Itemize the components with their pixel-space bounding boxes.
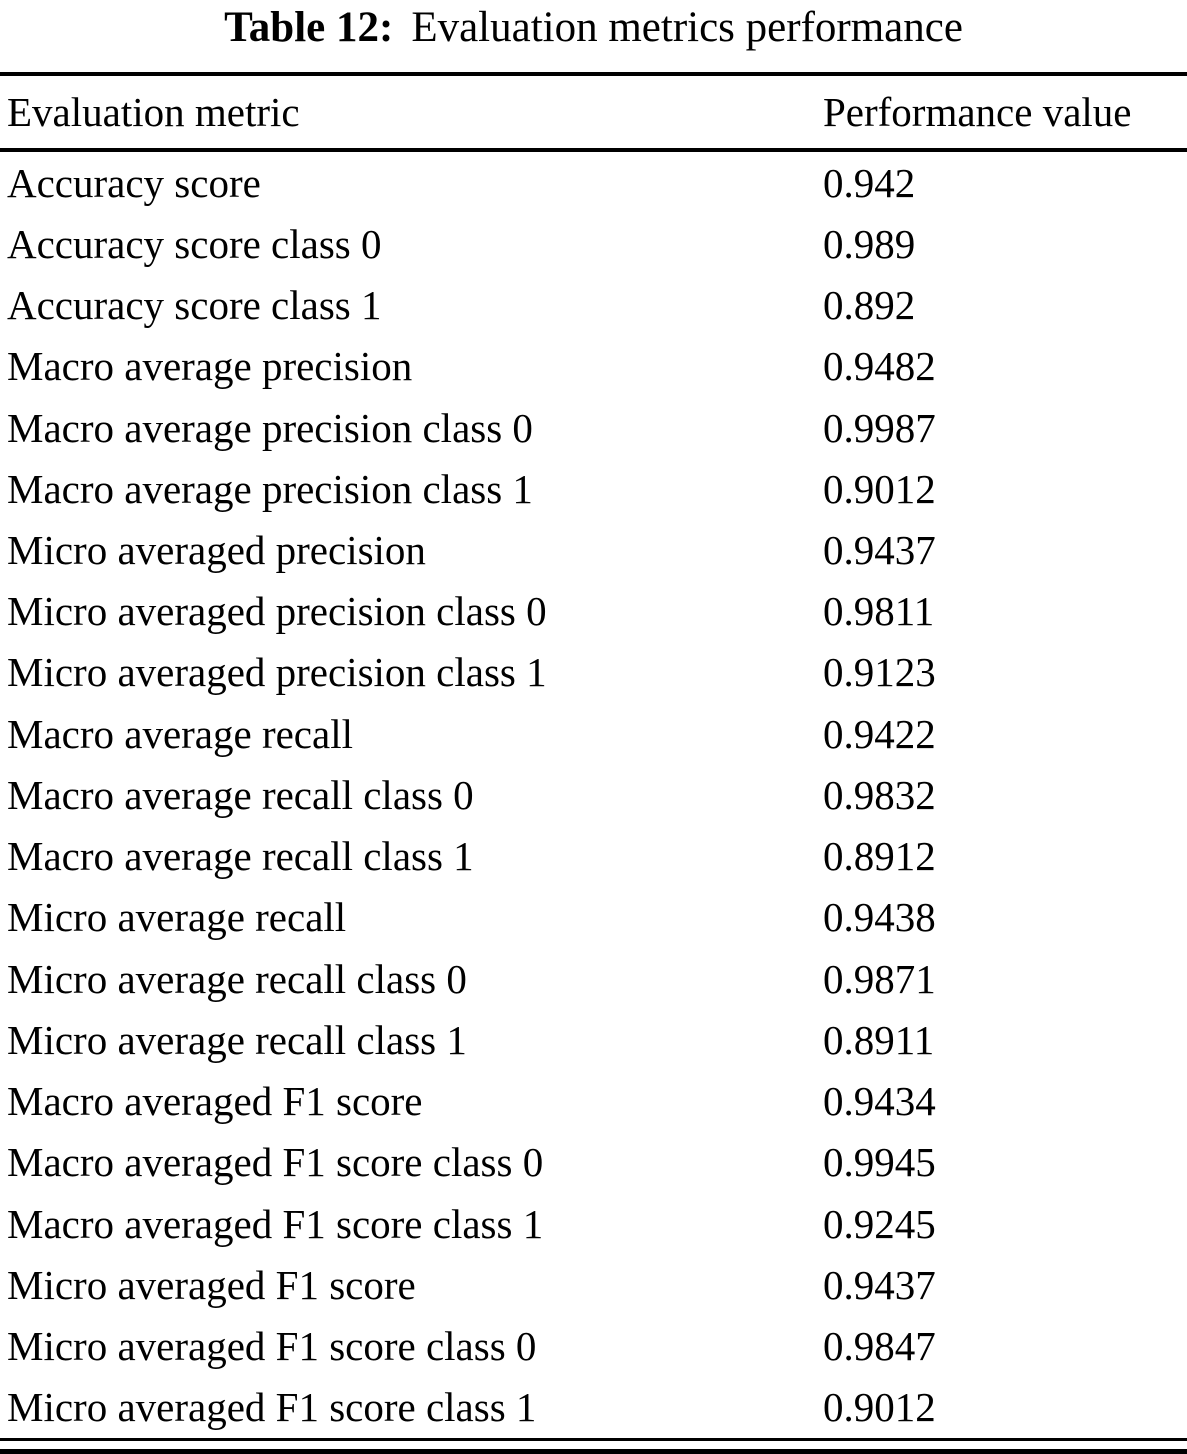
table-row: Accuracy score class 0 0.989: [0, 213, 1187, 274]
table-top-rule: [0, 72, 1187, 76]
table-header-rule: [0, 148, 1187, 152]
metric-name-cell: Macro average precision: [7, 343, 413, 390]
metric-value-cell: 0.9437: [823, 1261, 936, 1308]
metric-name-cell: Micro averaged precision class 1: [7, 649, 547, 696]
table-row: Micro averaged F1 score class 1 0.9012: [0, 1377, 1187, 1438]
table-body: Accuracy score 0.942 Accuracy score clas…: [0, 152, 1187, 1438]
metric-name-cell: Macro averaged F1 score class 0: [7, 1139, 544, 1186]
table-bottom-rule-thick: [0, 1448, 1187, 1454]
metric-value-cell: 0.9987: [823, 404, 936, 451]
metric-name-cell: Macro averaged F1 score class 1: [7, 1200, 544, 1247]
table-row: Macro averaged F1 score class 0 0.9945: [0, 1132, 1187, 1193]
metric-name-cell: Micro average recall class 0: [7, 955, 467, 1002]
metric-value-cell: 0.9245: [823, 1200, 936, 1247]
metric-name-cell: Micro averaged precision: [7, 527, 426, 574]
metric-value-cell: 0.9871: [823, 955, 936, 1002]
table-row: Macro averaged F1 score class 1 0.9245: [0, 1193, 1187, 1254]
metric-name-cell: Macro averaged F1 score: [7, 1078, 423, 1125]
metric-value-cell: 0.9012: [823, 465, 936, 512]
metric-name-cell: Macro average recall class 1: [7, 833, 474, 880]
table-bottom-rule-gap: [0, 1440, 1187, 1449]
metric-name-cell: Micro averaged F1 score class 1: [7, 1384, 537, 1431]
metric-value-cell: 0.8911: [823, 1016, 935, 1063]
metric-name-cell: Accuracy score class 0: [7, 220, 382, 267]
table-row: Micro averaged precision class 0 0.9811: [0, 581, 1187, 642]
table-bottom-rule-thin: [0, 1437, 1187, 1441]
metric-value-cell: 0.9434: [823, 1078, 936, 1125]
column-header-performance-value: Performance value: [823, 89, 1132, 135]
metric-value-cell: 0.942: [823, 159, 916, 206]
table-caption-label: Table 12:: [224, 4, 394, 51]
table-row: Micro averaged precision 0.9437: [0, 519, 1187, 580]
metric-value-cell: 0.9012: [823, 1384, 936, 1431]
metric-name-cell: Micro averaged F1 score class 0: [7, 1323, 537, 1370]
metric-name-cell: Macro average precision class 0: [7, 404, 533, 451]
metric-value-cell: 0.9482: [823, 343, 936, 390]
table-caption: Table 12: Evaluation metrics performance: [0, 0, 1187, 72]
table-caption-title: Evaluation metrics performance: [411, 4, 963, 51]
metric-value-cell: 0.9811: [823, 588, 935, 635]
metric-name-cell: Micro average recall: [7, 894, 347, 941]
metric-name-cell: Accuracy score class 1: [7, 282, 382, 329]
table-row: Micro average recall 0.9438: [0, 887, 1187, 948]
column-header-evaluation-metric: Evaluation metric: [7, 89, 300, 135]
metric-value-cell: 0.8912: [823, 833, 936, 880]
table-row: Macro average precision 0.9482: [0, 336, 1187, 397]
metric-name-cell: Micro average recall class 1: [7, 1016, 467, 1063]
table-row: Macro average precision class 1 0.9012: [0, 458, 1187, 519]
table-row: Accuracy score 0.942: [0, 152, 1187, 213]
table-row: Micro average recall class 1 0.8911: [0, 1009, 1187, 1070]
metric-value-cell: 0.9945: [823, 1139, 936, 1186]
metric-name-cell: Macro average recall: [7, 710, 353, 757]
metric-name-cell: Micro averaged F1 score: [7, 1261, 416, 1308]
metric-value-cell: 0.9832: [823, 771, 936, 818]
table-row: Macro average precision class 0 0.9987: [0, 397, 1187, 458]
metric-value-cell: 0.9437: [823, 527, 936, 574]
metric-name-cell: Macro average recall class 0: [7, 771, 474, 818]
metric-value-cell: 0.9422: [823, 710, 936, 757]
table-row: Micro averaged F1 score class 0 0.9847: [0, 1315, 1187, 1376]
table-row: Micro averaged F1 score 0.9437: [0, 1254, 1187, 1315]
metric-name-cell: Macro average precision class 1: [7, 465, 533, 512]
metric-name-cell: Accuracy score: [7, 159, 261, 206]
metric-value-cell: 0.9438: [823, 894, 936, 941]
table-row: Macro average recall class 0 0.9832: [0, 764, 1187, 825]
metric-value-cell: 0.9847: [823, 1323, 936, 1370]
metric-value-cell: 0.9123: [823, 649, 936, 696]
table-row: Micro averaged precision class 1 0.9123: [0, 642, 1187, 703]
table-row: Micro average recall class 0 0.9871: [0, 948, 1187, 1009]
metric-name-cell: Micro averaged precision class 0: [7, 588, 547, 635]
table-header-row: Evaluation metric Performance value: [0, 76, 1187, 148]
metric-value-cell: 0.989: [823, 220, 916, 267]
table-row: Accuracy score class 1 0.892: [0, 274, 1187, 335]
table-row: Macro average recall 0.9422: [0, 703, 1187, 764]
metric-value-cell: 0.892: [823, 282, 916, 329]
table-row: Macro average recall class 1 0.8912: [0, 826, 1187, 887]
table-row: Macro averaged F1 score 0.9434: [0, 1071, 1187, 1132]
